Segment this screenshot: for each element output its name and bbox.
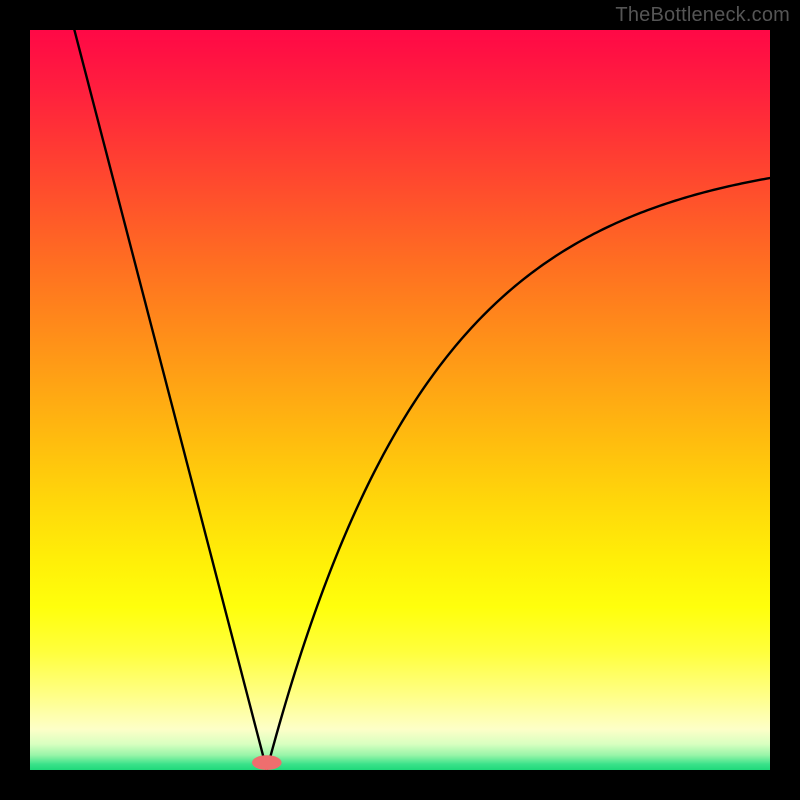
chart-background [30,30,770,770]
watermark-text: TheBottleneck.com [615,4,790,27]
bottleneck-chart [30,30,770,770]
optimum-marker [252,755,282,770]
chart-svg [30,30,770,770]
